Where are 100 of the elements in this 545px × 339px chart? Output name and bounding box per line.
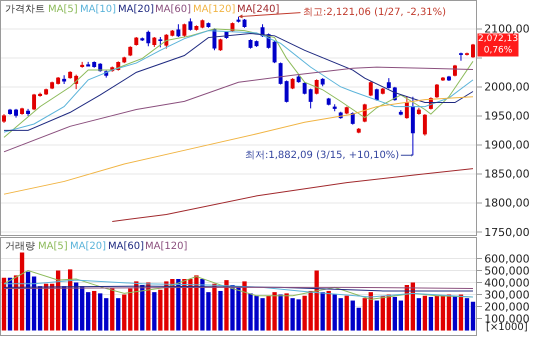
bar bbox=[140, 284, 144, 331]
candlestick bbox=[398, 110, 403, 116]
y-tick-label: 1850,00 bbox=[484, 168, 530, 181]
candlestick bbox=[446, 75, 451, 82]
bar bbox=[278, 294, 283, 331]
line-series bbox=[4, 96, 474, 195]
candlestick bbox=[44, 88, 48, 96]
y-tick-label: 200,000 bbox=[484, 300, 530, 314]
candlestick bbox=[182, 23, 186, 38]
candlestick bbox=[200, 19, 204, 29]
candlestick bbox=[320, 78, 325, 87]
candlestick bbox=[218, 38, 222, 52]
candlestick bbox=[356, 128, 361, 134]
text: MA[120] bbox=[193, 4, 236, 15]
y-tick-label: 1950,00 bbox=[484, 110, 530, 123]
y-tick-label: 1900,00 bbox=[484, 138, 530, 152]
candlestick bbox=[92, 60, 96, 68]
candlestick bbox=[176, 24, 180, 38]
candlestick bbox=[302, 82, 307, 95]
candlestick bbox=[308, 88, 313, 109]
candlestick bbox=[86, 61, 90, 68]
bar bbox=[434, 296, 440, 331]
candlestick bbox=[194, 24, 198, 32]
bar bbox=[416, 298, 422, 331]
candlestick bbox=[296, 74, 301, 84]
candlestick bbox=[465, 52, 469, 56]
candlestick bbox=[374, 88, 379, 102]
chart-title: 가격차트 bbox=[5, 4, 45, 15]
candlestick bbox=[314, 78, 319, 95]
bar bbox=[206, 292, 211, 331]
y-tick-label: 500,000 bbox=[484, 264, 530, 278]
bar bbox=[92, 290, 96, 331]
candlestick bbox=[290, 78, 295, 90]
candlestick bbox=[332, 104, 337, 112]
bar bbox=[374, 300, 379, 331]
candlestick bbox=[236, 16, 240, 23]
candlestick bbox=[62, 74, 66, 84]
candlestick bbox=[404, 96, 409, 120]
candlestick bbox=[380, 88, 385, 95]
candlestick bbox=[434, 83, 439, 98]
candlestick bbox=[158, 36, 162, 48]
bar bbox=[266, 296, 271, 331]
line-series bbox=[112, 168, 474, 222]
bar bbox=[116, 298, 120, 331]
bar bbox=[440, 296, 446, 331]
bar bbox=[152, 292, 156, 331]
candlestick bbox=[326, 97, 331, 106]
candlestick bbox=[452, 64, 457, 77]
line-series bbox=[4, 280, 474, 298]
candlestick bbox=[248, 38, 252, 50]
bar bbox=[146, 282, 150, 331]
candlestick bbox=[459, 52, 463, 62]
candlestick bbox=[152, 36, 156, 48]
candlestick bbox=[242, 18, 246, 28]
candlestick bbox=[32, 93, 36, 111]
candlestick bbox=[254, 40, 259, 48]
candlestick bbox=[14, 108, 18, 118]
bar bbox=[428, 296, 434, 331]
candlestick bbox=[206, 22, 210, 28]
text: MA[10] bbox=[80, 4, 116, 15]
y-tick-label: 600,000 bbox=[484, 252, 530, 266]
candlestick bbox=[128, 46, 132, 57]
bar bbox=[272, 292, 277, 331]
bar bbox=[218, 290, 223, 331]
annotation: 최고:2,121,06 (1/27, -2,31%) bbox=[303, 7, 446, 18]
candlestick bbox=[272, 40, 277, 64]
bar bbox=[284, 293, 289, 331]
candlestick bbox=[170, 30, 174, 37]
text: MA[120] bbox=[145, 241, 188, 252]
chart-title: 거래량 bbox=[5, 241, 35, 252]
bar bbox=[326, 290, 331, 331]
bar bbox=[38, 286, 42, 331]
candlestick bbox=[20, 107, 24, 116]
candlestick bbox=[386, 78, 391, 90]
text: MA[240] bbox=[237, 4, 280, 15]
candlestick bbox=[38, 92, 42, 98]
candlestick bbox=[278, 62, 283, 86]
candlestick bbox=[140, 37, 144, 42]
text: MA[60] bbox=[108, 241, 144, 252]
y-tick-label: 2000,00 bbox=[484, 80, 530, 94]
bar bbox=[320, 292, 325, 331]
candlestick bbox=[164, 34, 168, 50]
text: MA[5] bbox=[38, 241, 68, 252]
candlestick bbox=[440, 76, 445, 82]
text: MA[60] bbox=[155, 4, 192, 15]
text: MA[20] bbox=[118, 4, 154, 15]
candlestick bbox=[368, 81, 373, 97]
bar bbox=[464, 298, 470, 331]
bar bbox=[62, 286, 66, 331]
bar bbox=[68, 269, 72, 331]
candlestick bbox=[471, 43, 475, 58]
bar bbox=[470, 302, 476, 331]
text: MA[20] bbox=[70, 241, 106, 252]
text: 2,072,13 0,76% bbox=[478, 34, 518, 56]
candlestick bbox=[56, 76, 60, 86]
candlestick bbox=[2, 114, 6, 124]
candlestick bbox=[134, 36, 138, 46]
text: MA[5] bbox=[48, 4, 78, 15]
bar bbox=[248, 293, 253, 331]
candlestick bbox=[416, 107, 421, 116]
